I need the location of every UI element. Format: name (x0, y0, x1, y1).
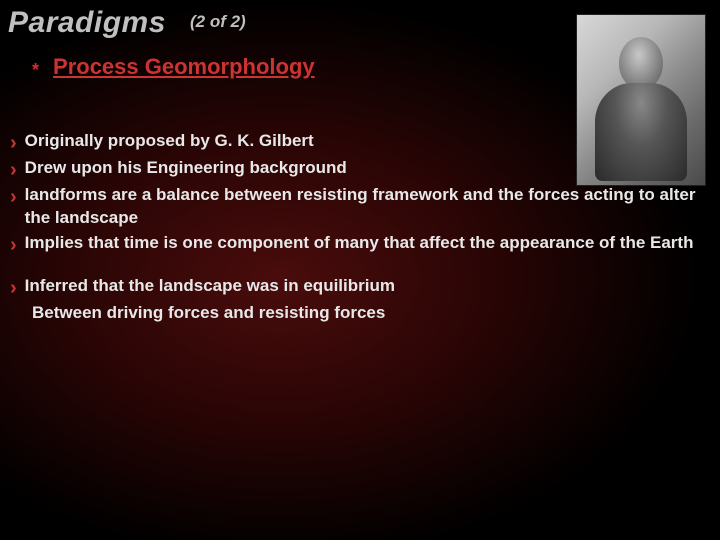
bullet-list: › Originally proposed by G. K. Gilbert ›… (10, 130, 700, 325)
list-item: › Originally proposed by G. K. Gilbert (10, 130, 700, 155)
chevron-icon: › (10, 158, 17, 182)
subtitle-row: * Process Geomorphology (32, 54, 315, 80)
bullet-text: Inferred that the landscape was in equil… (25, 275, 395, 298)
bullet-text: landforms are a balance between resistin… (25, 184, 700, 230)
chevron-icon: › (10, 233, 17, 257)
slide-title: Paradigms (8, 6, 166, 40)
chevron-icon: › (10, 185, 17, 209)
asterisk-icon: * (32, 61, 39, 79)
chevron-icon: › (10, 131, 17, 155)
list-item: › Drew upon his Engineering background (10, 157, 700, 182)
spacer (10, 259, 700, 275)
subtitle-text: Process Geomorphology (53, 54, 315, 80)
list-item: › landforms are a balance between resist… (10, 184, 700, 230)
bullet-text: Originally proposed by G. K. Gilbert (25, 130, 314, 153)
chevron-icon: › (10, 276, 17, 300)
list-item: › Implies that time is one component of … (10, 232, 700, 257)
bullet-text: Implies that time is one component of ma… (25, 232, 694, 255)
list-item: › Inferred that the landscape was in equ… (10, 275, 700, 300)
bullet-continuation: Between driving forces and resisting for… (32, 302, 700, 325)
bullet-text: Drew upon his Engineering background (25, 157, 347, 180)
slide-counter: (2 of 2) (190, 12, 246, 32)
